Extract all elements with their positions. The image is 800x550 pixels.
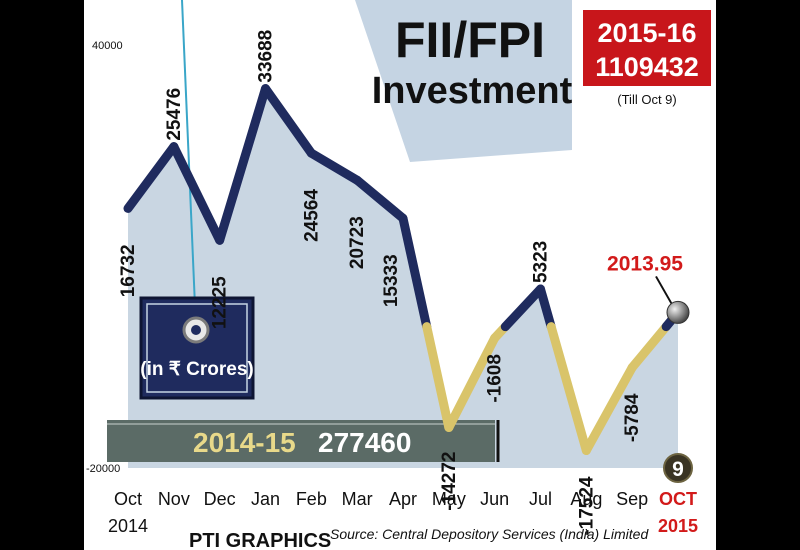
date-badge: 9 bbox=[663, 453, 693, 483]
total-2015-16-note: (Till Oct 9) bbox=[617, 92, 676, 107]
data-label-10: -17524 bbox=[576, 476, 597, 536]
x-sublabel-first: 2014 bbox=[108, 516, 148, 536]
pin-string bbox=[181, 0, 197, 331]
x-tick-label-2: Dec bbox=[204, 489, 236, 509]
y-tick-label-bottom: -20000 bbox=[86, 463, 120, 475]
x-tick-label-3: Jan bbox=[251, 489, 280, 509]
series-line-segment-3 bbox=[261, 84, 316, 158]
x-tick-label-8: Jun bbox=[480, 489, 509, 509]
x-tick-label-11: Sep bbox=[616, 489, 648, 509]
series-line-segment-9b bbox=[546, 322, 591, 456]
marker-stem bbox=[655, 275, 673, 305]
series-line-segment-6b bbox=[422, 322, 454, 433]
band-background bbox=[107, 420, 495, 462]
total-2014-15-period: 2014-15 bbox=[193, 427, 296, 458]
data-label-9: 5323 bbox=[531, 241, 552, 283]
total-2015-16-badge: 2015-16 1109432 (Till Oct 9) bbox=[583, 10, 711, 107]
series-line-segment-8b bbox=[500, 284, 545, 332]
data-label-7: -14272 bbox=[439, 452, 460, 511]
marker-ball-icon bbox=[666, 300, 690, 324]
pin-hole-icon bbox=[191, 325, 201, 335]
data-label-6: 15333 bbox=[381, 254, 402, 307]
x-tick-label-9: Jul bbox=[529, 489, 552, 509]
x-tick-label-12: OCT bbox=[659, 489, 697, 509]
x-tick-label-5: Mar bbox=[342, 489, 373, 509]
data-label-11: -5784 bbox=[622, 393, 643, 442]
series-line-segment-11a bbox=[627, 322, 671, 373]
unit-label: (in ₹ Crores) bbox=[140, 359, 253, 380]
unit-box-background bbox=[139, 296, 255, 400]
series-line-segment-6a bbox=[398, 213, 432, 332]
data-label-0: 16732 bbox=[118, 244, 139, 297]
data-label-5: 20723 bbox=[347, 216, 368, 269]
data-label-4: 24564 bbox=[301, 189, 322, 242]
footer-brand: PTI GRAPHICS bbox=[189, 530, 331, 550]
data-label-12: 2013.95 bbox=[607, 252, 683, 275]
x-tick-label-1: Nov bbox=[158, 489, 190, 509]
last-point-marker bbox=[655, 275, 690, 324]
total-2014-15-band: 2014-15 277460 bbox=[107, 420, 500, 462]
x-tick-label-0: Oct bbox=[114, 489, 142, 509]
x-tick-label-10: Aug bbox=[570, 489, 602, 509]
total-badge-background bbox=[583, 10, 711, 86]
series-line-segment-0 bbox=[123, 142, 179, 213]
series-lines bbox=[123, 84, 683, 456]
x-axis-labels: Oct Nov Dec Jan Feb Mar Apr May Jun Jul Aug Sep OCT 2… bbox=[108, 489, 698, 536]
series-line-segment-10 bbox=[581, 363, 637, 456]
data-label-2: 12225 bbox=[210, 276, 231, 329]
data-label-1: 25476 bbox=[164, 88, 185, 141]
series-line-segment-7 bbox=[444, 333, 500, 433]
footer-source: Source: Central Depository Services (Ind… bbox=[330, 526, 649, 542]
x-tick-label-4: Feb bbox=[296, 489, 327, 509]
unit-label-box: (in ₹ Crores) bbox=[139, 0, 255, 400]
series-line-segment-4 bbox=[306, 148, 362, 185]
total-2014-15-value: 277460 bbox=[318, 427, 411, 458]
x-sublabel-last: 2015 bbox=[658, 516, 698, 536]
chart-subtitle: Investment bbox=[372, 70, 573, 112]
date-badge-circle bbox=[663, 453, 693, 483]
total-2015-16-value: 1109432 bbox=[595, 52, 699, 82]
x-tick-label-6: Apr bbox=[389, 489, 417, 509]
chart-title: FII/FPI bbox=[395, 12, 545, 68]
series-line-segment-1 bbox=[169, 142, 225, 245]
x-tick-label-7: May bbox=[432, 489, 466, 509]
series-line-segment-9a bbox=[536, 284, 556, 332]
series-line-segment-2 bbox=[215, 84, 270, 245]
series-line-segment-5 bbox=[352, 175, 408, 223]
data-label-8: -1608 bbox=[485, 354, 506, 403]
unit-box-border bbox=[146, 303, 248, 393]
total-2015-16-period: 2015-16 bbox=[597, 18, 696, 48]
title-background bbox=[355, 0, 572, 162]
date-badge-number: 9 bbox=[672, 458, 684, 481]
title-box: FII/FPI Investment bbox=[355, 0, 573, 162]
area-fill bbox=[128, 88, 678, 468]
value-labels: 16732 25476 12225 33688 24564 20723 15333 -1427… bbox=[118, 30, 683, 536]
y-tick-label-top: 40000 bbox=[92, 40, 123, 52]
data-label-3: 33688 bbox=[256, 30, 277, 83]
